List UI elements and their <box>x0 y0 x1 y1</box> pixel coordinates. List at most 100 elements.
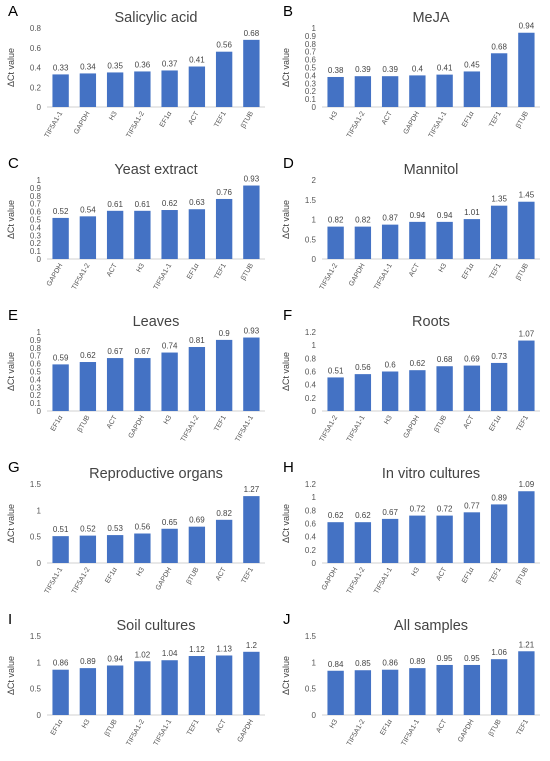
data-label: 0.56 <box>355 363 371 372</box>
chart-panel-a: A Salicylic acid ΔCt value 0 0.2 0.4 0.6 0.8 0.3… <box>0 0 275 152</box>
bar <box>52 536 69 563</box>
bar <box>436 221 453 259</box>
data-label: 0.62 <box>162 199 178 208</box>
data-label: 0.54 <box>80 205 96 214</box>
y-tick-label: 0.6 <box>30 360 42 369</box>
y-tick-label: 0.4 <box>30 223 42 232</box>
y-tick-label: 0.2 <box>305 394 317 403</box>
chart-svg: J All samples ΔCt value 0 0.5 1 1.5 0.84 H3 0.85 T… <box>281 611 540 747</box>
y-tick-label: 0 <box>37 255 42 264</box>
bar <box>243 39 260 107</box>
y-tick-label: 0 <box>312 255 317 264</box>
y-tick-label: 1.2 <box>305 480 317 489</box>
bar <box>188 347 206 411</box>
x-tick-label: TEF1 <box>488 566 503 584</box>
data-label: 0.52 <box>53 207 69 216</box>
y-tick-label: 0.8 <box>30 192 42 201</box>
x-tick-label: EF1α <box>379 719 394 737</box>
data-label: 1.06 <box>491 648 507 657</box>
x-tick-label: H3 <box>329 110 340 121</box>
panel-letter: G <box>8 459 20 476</box>
bar <box>436 664 453 715</box>
bar <box>463 664 481 715</box>
chart-title: Salicylic acid <box>115 10 198 26</box>
y-tick-label: 2 <box>312 176 317 185</box>
x-tick-label: TIF5A1-1 <box>428 110 449 139</box>
data-label: 0.65 <box>162 518 178 527</box>
bar <box>463 512 481 563</box>
y-tick-label: 0.2 <box>30 239 42 248</box>
bar <box>327 377 344 411</box>
panel-letter: E <box>8 307 18 324</box>
y-tick-label: 0.8 <box>305 354 317 363</box>
y-tick-label: 0.1 <box>305 95 317 104</box>
data-label: 0.69 <box>464 355 480 364</box>
y-tick-label: 0.8 <box>30 344 42 353</box>
x-tick-label: TIF5A1-1 <box>373 262 394 291</box>
data-label: 0.89 <box>410 657 426 666</box>
y-tick-label: 0.4 <box>305 71 317 80</box>
x-tick-label: EF1α <box>104 567 119 585</box>
x-tick-label: EF1α <box>50 719 65 737</box>
data-label: 0.63 <box>189 198 205 207</box>
x-tick-label: GAPDH <box>403 111 422 136</box>
data-label: 0.94 <box>410 211 426 220</box>
bar <box>381 669 399 715</box>
data-label: 0.62 <box>80 351 96 360</box>
data-label: 0.84 <box>328 660 344 669</box>
y-tick-label: 0.5 <box>305 64 317 73</box>
chart-title: Soil cultures <box>117 618 196 634</box>
y-tick-label: 1 <box>37 176 42 185</box>
x-tick-label: βTUB <box>433 414 448 433</box>
chart-panel-h: H In vitro cultures ΔCt value 0 0.2 0.4 0.6 0.8… <box>275 456 550 608</box>
bar <box>354 374 372 411</box>
x-tick-label: βTUB <box>77 414 92 433</box>
data-label: 0.67 <box>135 347 151 356</box>
y-tick-label: 0.9 <box>305 32 317 41</box>
bar <box>463 219 481 259</box>
chart-panel-g: G Reproductive organs ΔCt value 0 0.5 1 1.5 0.5… <box>0 456 275 608</box>
y-axis-label: ΔCt value <box>6 656 16 695</box>
y-tick-label: 0.4 <box>305 533 317 542</box>
bar <box>215 339 233 411</box>
bar <box>161 528 178 563</box>
x-tick-label: GAPDH <box>155 567 174 592</box>
bar <box>215 519 233 563</box>
x-tick-label: βTUB <box>515 110 530 129</box>
x-tick-label: TEF1 <box>240 566 255 584</box>
y-tick-label: 0.1 <box>30 247 42 256</box>
y-tick-label: 0 <box>37 559 42 568</box>
bar <box>52 217 69 259</box>
x-tick-label: TIF5A1-1 <box>153 262 174 291</box>
panel-letter: I <box>8 611 12 628</box>
y-tick-label: 0.7 <box>30 352 42 361</box>
chart-svg: D Mannitol ΔCt value 0 0.5 1 1.5 2 0.82 TIF5A1-2 0… <box>281 155 540 291</box>
x-tick-label: ACT <box>106 414 119 430</box>
x-tick-label: ACT <box>408 262 421 278</box>
y-tick-label: 1.5 <box>30 480 42 489</box>
y-tick-label: 0.5 <box>30 533 42 542</box>
y-tick-label: 1.2 <box>305 328 317 337</box>
bar <box>436 366 453 411</box>
bar <box>188 66 206 107</box>
y-axis-label: ΔCt value <box>6 48 16 87</box>
x-tick-label: GAPDH <box>348 263 367 288</box>
y-tick-label: 0.7 <box>30 200 42 209</box>
chart-panel-i: I Soil cultures ΔCt value 0 0.5 1 1.5 0.86 EF1α 0… <box>0 608 275 760</box>
panel-letter: J <box>283 611 291 628</box>
x-tick-label: TEF1 <box>515 414 530 432</box>
x-tick-label: βTUB <box>515 262 530 281</box>
x-tick-label: βTUB <box>515 566 530 585</box>
x-tick-label: TIF5A1-2 <box>125 110 146 139</box>
y-axis-label: ΔCt value <box>281 504 291 543</box>
bar <box>243 496 260 563</box>
chart-title: Yeast extract <box>114 162 197 178</box>
bar <box>409 668 426 715</box>
data-label: 0.41 <box>189 56 205 65</box>
y-tick-label: 1 <box>312 493 317 502</box>
bar <box>79 668 97 715</box>
data-label: 0.69 <box>189 516 205 525</box>
x-tick-label: TIF5A1-2 <box>71 262 92 291</box>
data-label: 0.94 <box>437 211 453 220</box>
